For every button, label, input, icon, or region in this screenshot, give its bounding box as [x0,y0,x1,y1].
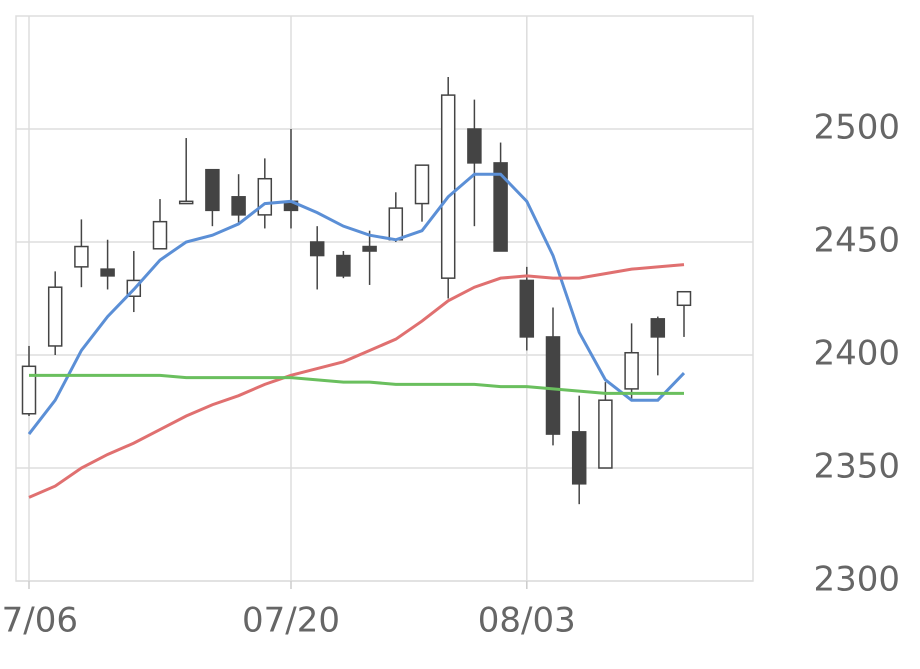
candle-body [467,128,482,164]
candle-body [440,94,456,279]
x-tick-label: 08/03 [478,601,576,641]
candle-body [178,200,194,205]
candle-body [152,220,168,250]
candle-body [362,245,377,252]
x-tick-label: 07/20 [242,601,340,641]
moving-average-line [28,263,685,499]
candle-body [309,241,325,257]
candle-body [676,290,692,307]
x-tick-label: 07/06 [0,601,78,641]
candle-body [388,207,404,241]
candle-body [336,254,351,277]
candle-body [205,168,220,212]
candle-body [257,177,273,216]
y-tick-label: 2500 [813,108,900,148]
candle-body [650,318,666,338]
y-tick-label: 2450 [813,221,900,261]
y-tick-label: 2400 [813,334,900,374]
y-tick-label: 2300 [813,560,900,600]
candle-body [21,365,37,415]
candle-body [100,268,115,277]
candle-body [571,431,587,485]
candle-body [414,164,430,205]
candle-body [624,351,639,390]
y-tick-label: 2350 [813,447,900,487]
candle-body [231,196,246,216]
moving-average-line [29,373,684,395]
candle-body [598,399,613,469]
candle-body [493,162,508,252]
candle-body [519,279,535,338]
candle-body [545,336,561,435]
candle-body [74,245,89,268]
moving-average-line [27,172,686,436]
candle-body [47,286,63,347]
